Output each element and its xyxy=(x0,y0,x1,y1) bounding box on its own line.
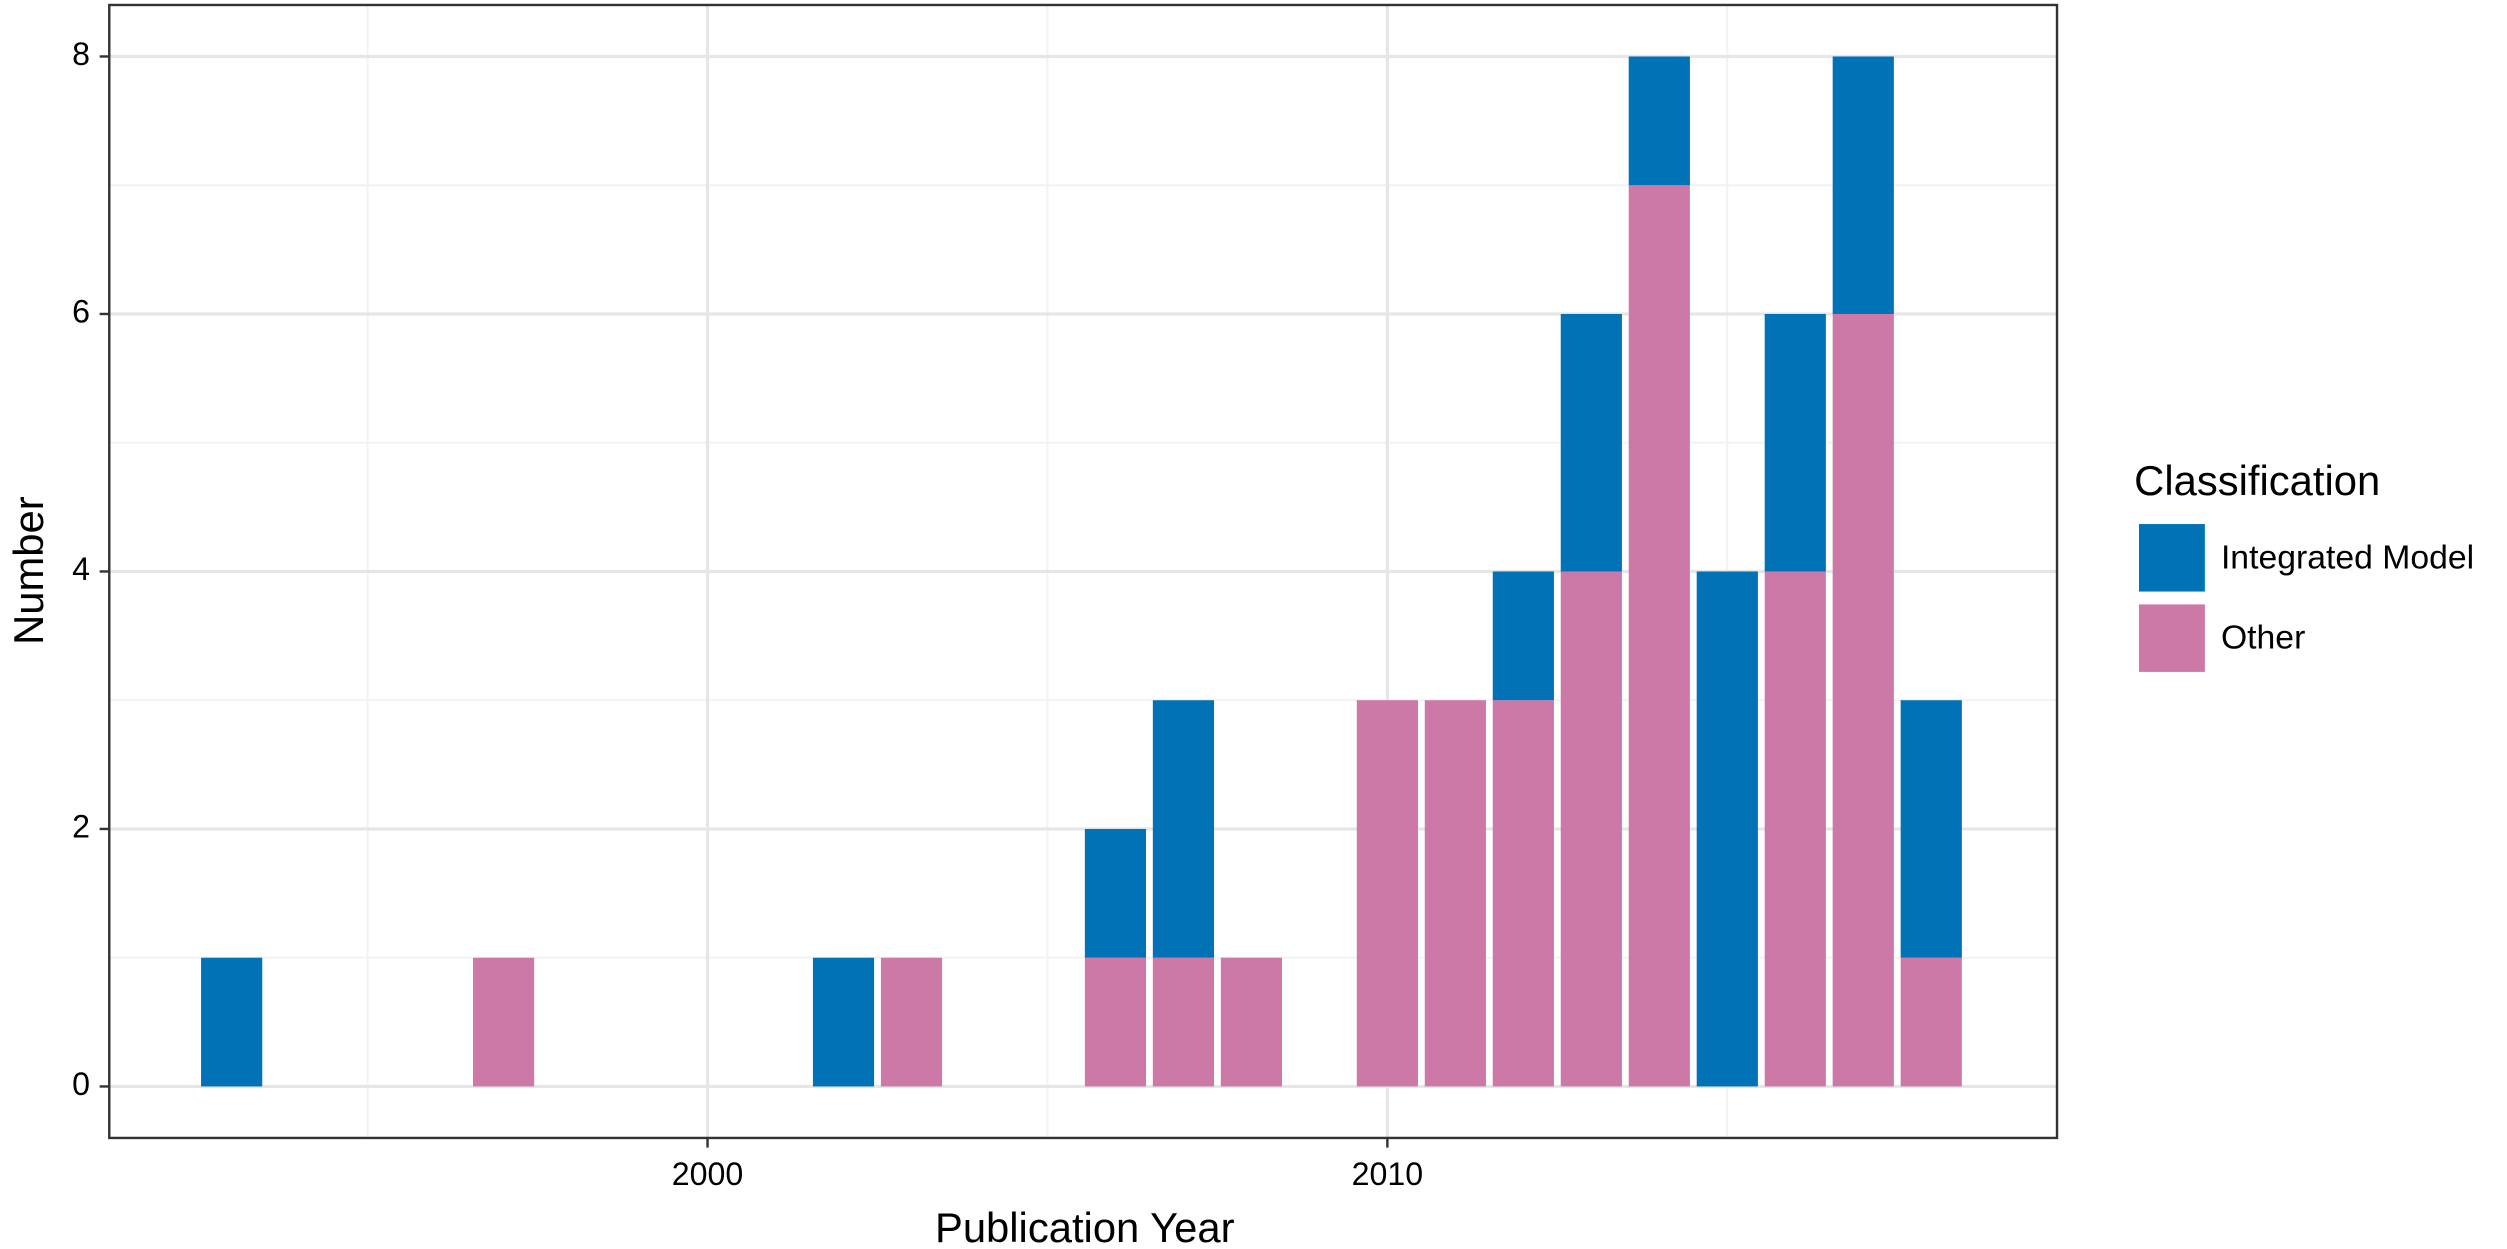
bar-segment xyxy=(1764,571,1826,1087)
y-tick-label: 4 xyxy=(72,551,90,587)
legend-label: Other xyxy=(2221,619,2305,657)
bar-segment xyxy=(1560,571,1622,1087)
y-tick-label: 8 xyxy=(72,36,90,72)
bar-segment xyxy=(1424,700,1486,1087)
y-axis-title: Number xyxy=(5,496,52,645)
bar-segment xyxy=(1492,571,1554,701)
x-tick-label: 2010 xyxy=(1352,1156,1423,1192)
y-tick-label: 2 xyxy=(72,808,90,844)
bar-segment xyxy=(1628,185,1690,1087)
x-tick-label: 2000 xyxy=(672,1156,743,1192)
bar-segment xyxy=(1832,56,1894,314)
y-tick-label: 0 xyxy=(72,1066,90,1102)
y-tick-label: 6 xyxy=(72,293,90,329)
bar-segment xyxy=(812,957,875,1087)
bar-segment xyxy=(1220,957,1283,1087)
bar-segment xyxy=(1152,700,1215,958)
bar-segment xyxy=(1084,828,1147,958)
x-axis-title: Publication Year xyxy=(935,1204,1235,1249)
legend-label: Integrated Model xyxy=(2221,538,2474,576)
bar-segment xyxy=(1084,957,1147,1087)
bar-segment xyxy=(1152,957,1215,1087)
bar-segment xyxy=(1900,957,1962,1087)
bar-segment xyxy=(1628,56,1690,186)
bar-segment xyxy=(201,957,263,1087)
legend-title: Classification xyxy=(2134,457,2380,504)
bar-segment xyxy=(1492,700,1554,1087)
plot-border xyxy=(108,3,2059,1140)
bar-segment xyxy=(1764,313,1826,572)
legend-key xyxy=(2135,520,2209,595)
bar-segment xyxy=(1696,571,1758,1087)
bar-segment xyxy=(1560,313,1622,572)
bar-segment xyxy=(1900,700,1962,958)
bar-segment xyxy=(1832,313,1894,1087)
legend-key xyxy=(2135,601,2209,676)
bar-segment xyxy=(880,957,943,1087)
bar-segment xyxy=(1356,700,1418,1087)
bar-segment xyxy=(472,957,535,1087)
